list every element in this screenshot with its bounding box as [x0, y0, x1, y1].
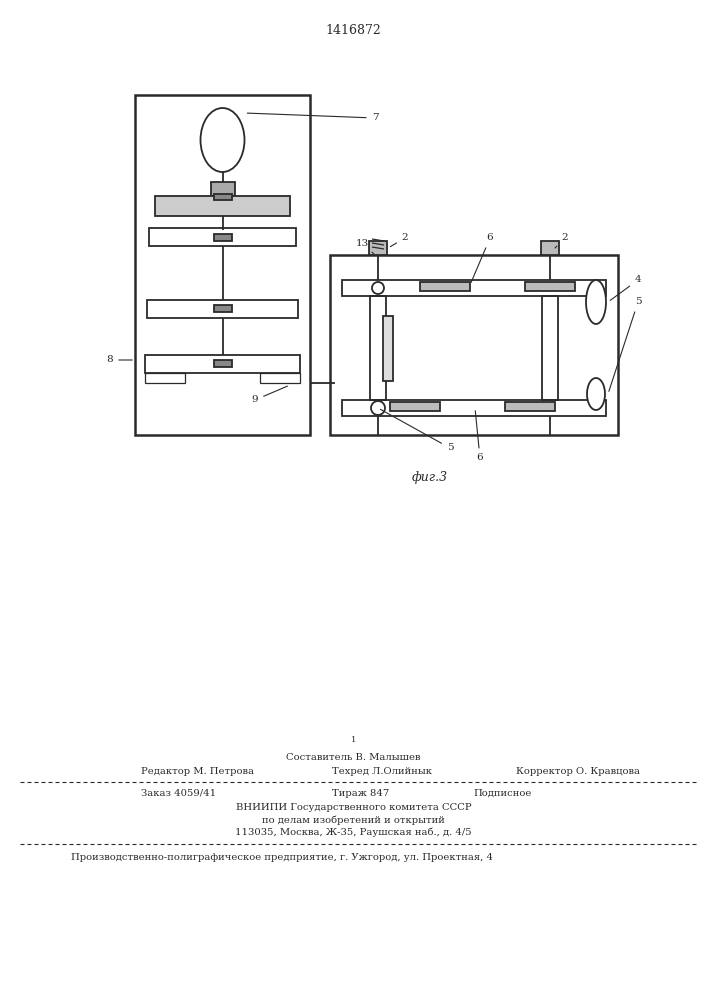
Bar — [505, 402, 555, 411]
Text: 1: 1 — [351, 736, 356, 744]
Text: 4: 4 — [610, 275, 641, 300]
Bar — [145, 355, 300, 373]
Text: Техред Л.Олийнык: Техред Л.Олийнык — [332, 766, 432, 776]
Text: Редактор М. Петрова: Редактор М. Петрова — [141, 766, 255, 776]
Bar — [342, 280, 606, 296]
Text: 8: 8 — [107, 356, 132, 364]
Bar — [383, 316, 393, 381]
Text: Заказ 4059/41: Заказ 4059/41 — [141, 788, 216, 798]
Bar — [211, 182, 235, 196]
Text: Производственно-полиграфическое предприятие, г. Ужгород, ул. Проектная, 4: Производственно-полиграфическое предприя… — [71, 852, 493, 861]
Bar — [369, 241, 387, 255]
Text: Подписное: Подписное — [474, 788, 532, 798]
Bar — [149, 228, 296, 246]
Bar — [214, 194, 231, 200]
Bar — [214, 234, 231, 241]
Text: фиг.3: фиг.3 — [412, 472, 448, 485]
Text: 1416872: 1416872 — [326, 23, 381, 36]
Text: 6: 6 — [471, 233, 493, 282]
Bar — [390, 402, 440, 411]
Bar — [342, 400, 606, 416]
Bar — [135, 95, 310, 435]
Bar — [541, 241, 559, 255]
Bar — [330, 255, 618, 435]
Bar — [260, 373, 300, 383]
Bar — [145, 373, 185, 383]
Ellipse shape — [586, 280, 606, 324]
Text: 113035, Москва, Ж-35, Раушская наб., д. 4/5: 113035, Москва, Ж-35, Раушская наб., д. … — [235, 827, 472, 837]
Bar — [155, 196, 290, 216]
Ellipse shape — [201, 108, 245, 172]
Bar — [370, 296, 386, 400]
Text: 5: 5 — [380, 409, 453, 452]
Ellipse shape — [587, 378, 605, 410]
Text: Составитель В. Малышев: Составитель В. Малышев — [286, 752, 421, 762]
Text: Корректор О. Кравцова: Корректор О. Кравцова — [516, 766, 640, 776]
Bar — [420, 282, 470, 291]
Bar — [214, 360, 231, 367]
Ellipse shape — [372, 282, 384, 294]
Text: 2: 2 — [390, 233, 409, 247]
Text: 13: 13 — [356, 238, 374, 254]
Text: ВНИИПИ Государственного комитета СССР: ВНИИПИ Государственного комитета СССР — [235, 804, 472, 812]
Text: по делам изобретений и открытий: по делам изобретений и открытий — [262, 815, 445, 825]
Bar — [147, 300, 298, 318]
Bar — [214, 305, 231, 312]
Text: 5: 5 — [609, 298, 641, 391]
Text: 2: 2 — [555, 233, 568, 248]
Text: 6: 6 — [475, 411, 484, 462]
Text: 7: 7 — [247, 113, 378, 122]
Bar — [542, 296, 558, 400]
Text: Тираж 847: Тираж 847 — [332, 788, 390, 798]
Ellipse shape — [371, 401, 385, 415]
Text: 9: 9 — [252, 386, 288, 404]
Bar — [525, 282, 575, 291]
